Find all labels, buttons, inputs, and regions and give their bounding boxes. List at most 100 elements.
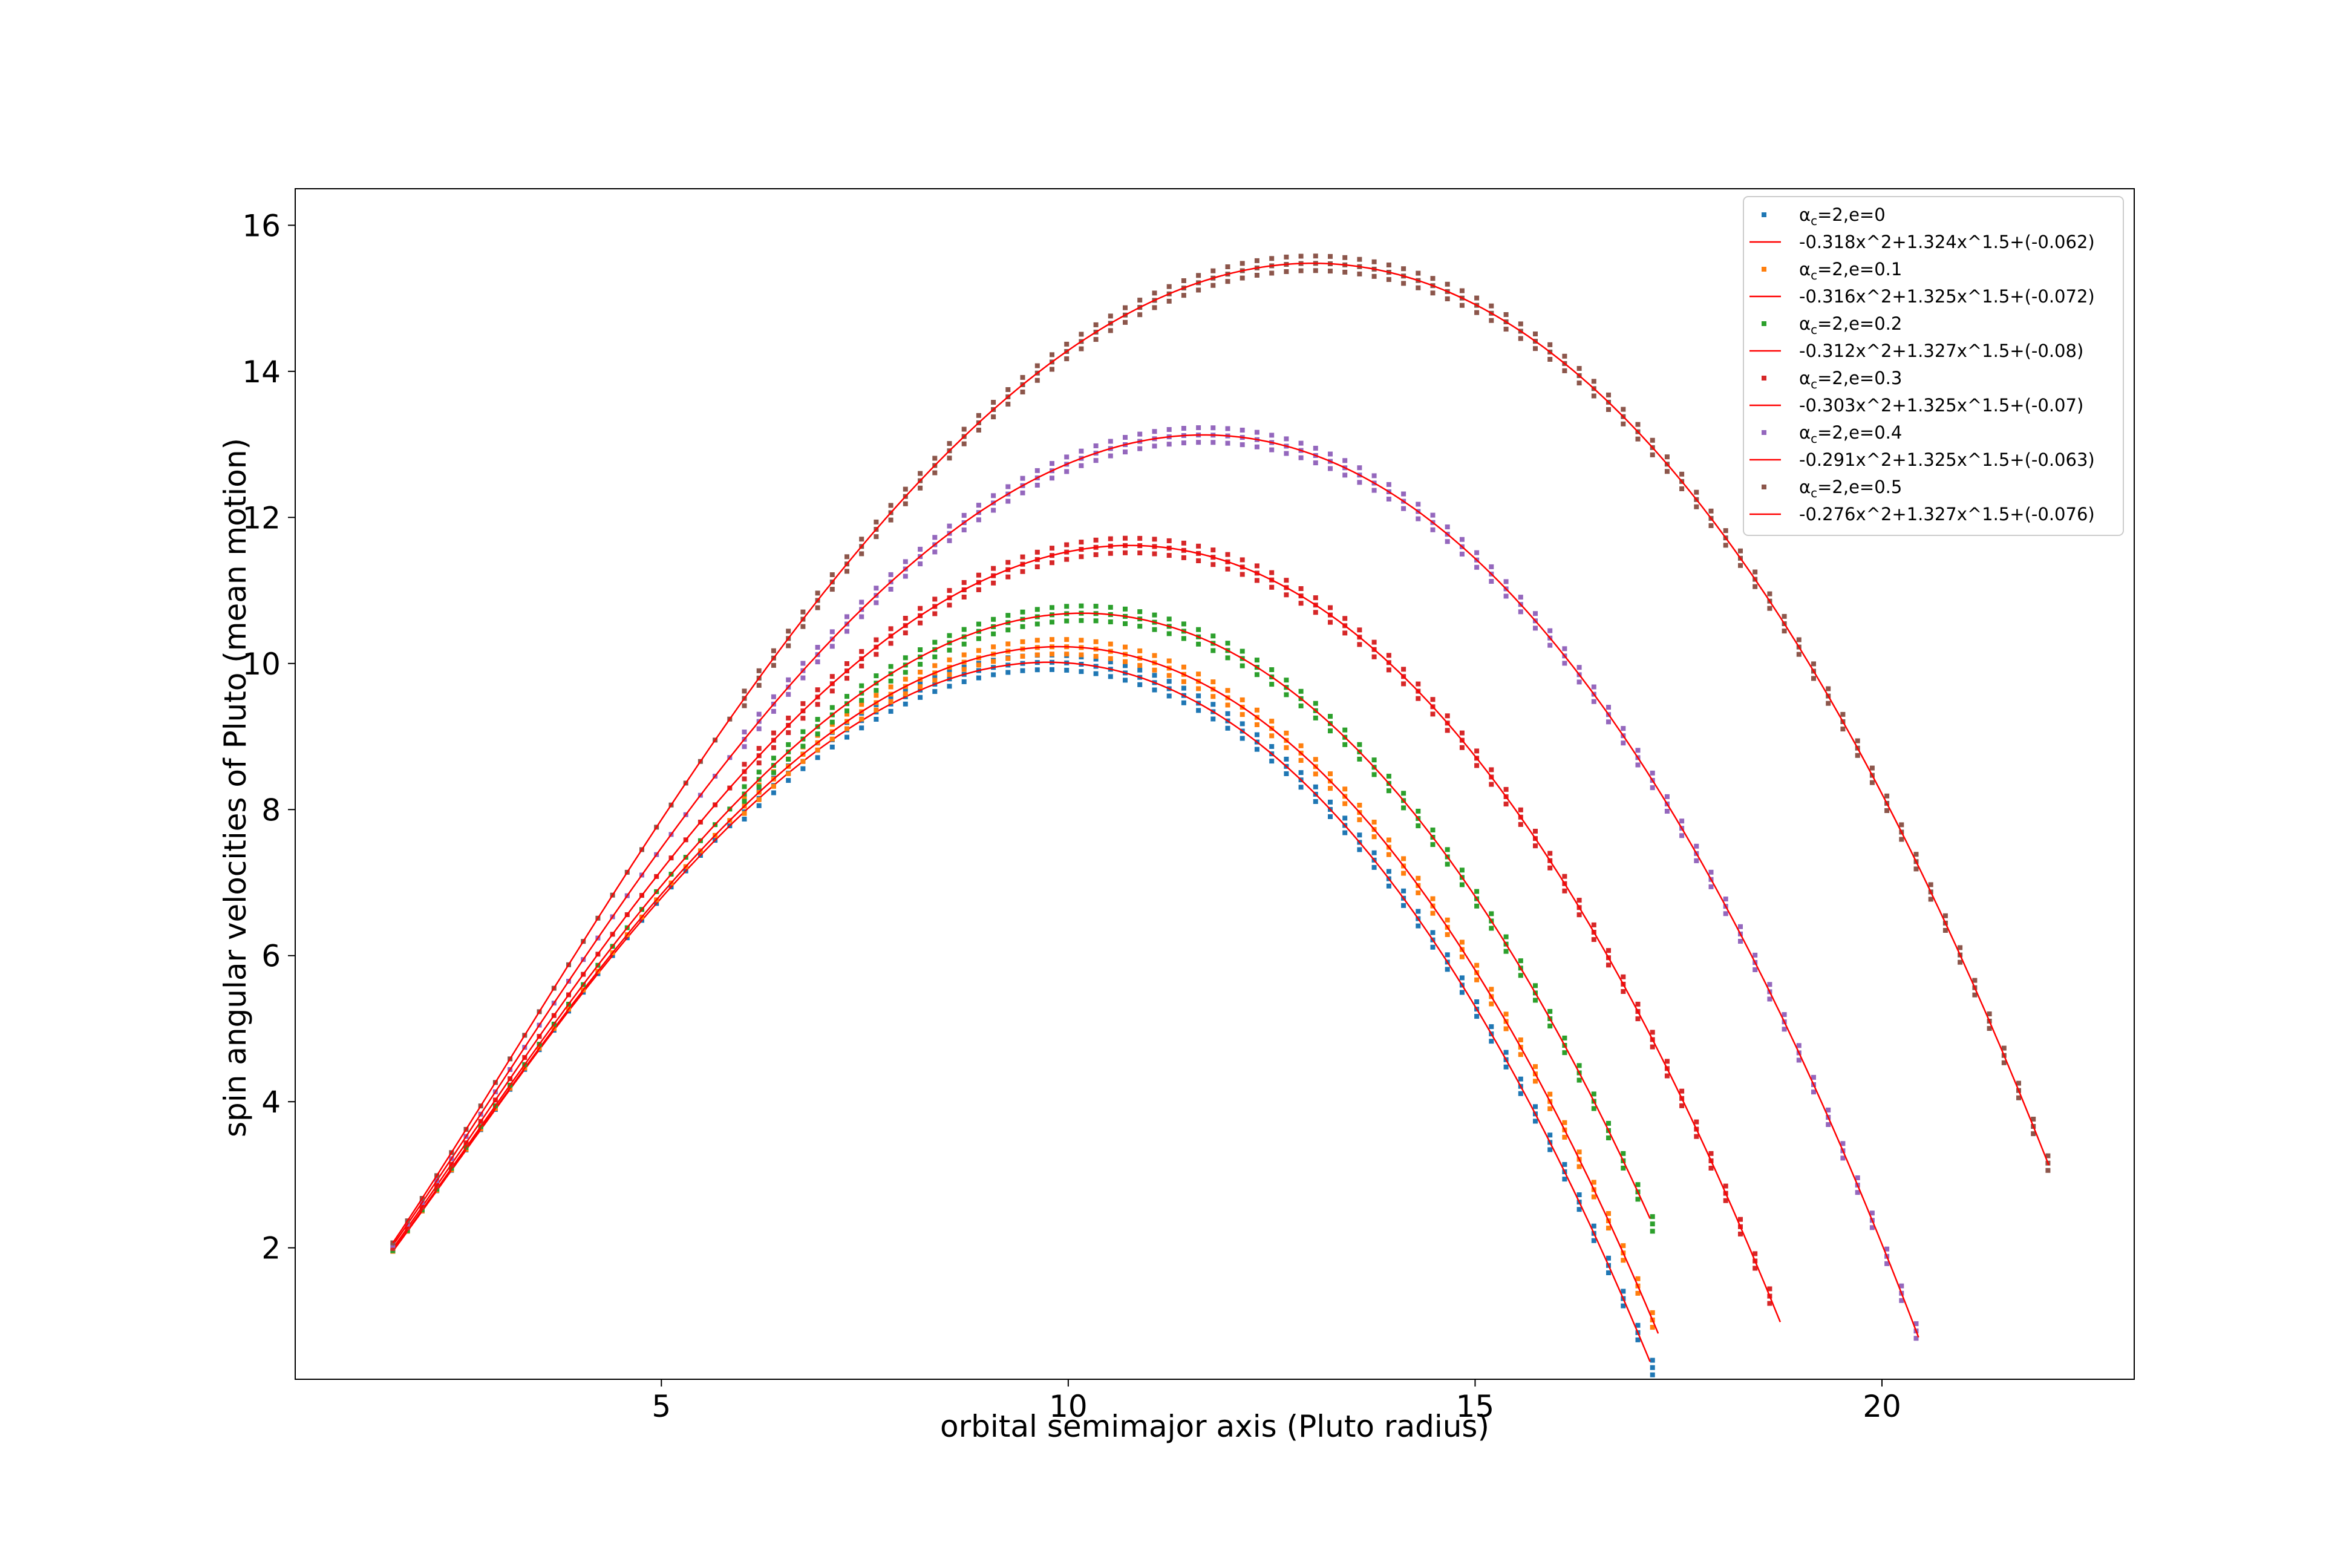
- data-point: [918, 561, 923, 567]
- data-point: [1591, 684, 1596, 690]
- data-point: [1474, 977, 1480, 982]
- data-point: [1533, 983, 1538, 988]
- data-point: [756, 726, 762, 731]
- data-point: [1899, 837, 1904, 842]
- data-point: [786, 691, 791, 697]
- data-point: [1371, 639, 1377, 645]
- data-point: [1694, 1119, 1699, 1125]
- data-point: [1753, 1251, 1758, 1256]
- data-point: [1298, 601, 1304, 606]
- data-point: [1328, 814, 1333, 819]
- data-point: [1635, 748, 1641, 753]
- data-point: [1547, 357, 1553, 362]
- data-point: [1445, 524, 1450, 529]
- data-point: [1621, 740, 1626, 746]
- data-point: [771, 745, 776, 750]
- data-point: [1401, 903, 1406, 908]
- data-point: [1123, 678, 1128, 683]
- data-point: [1489, 1001, 1494, 1007]
- data-point: [1240, 442, 1245, 448]
- data-point: [1503, 312, 1509, 317]
- data-point: [829, 644, 835, 649]
- data-point: [1459, 975, 1465, 981]
- data-point: [1357, 847, 1362, 852]
- data-point: [1606, 1226, 1611, 1231]
- data-point: [1064, 454, 1070, 460]
- data-point: [859, 716, 864, 722]
- data-point: [1254, 444, 1259, 449]
- data-point: [1621, 1303, 1626, 1308]
- data-point: [1269, 733, 1275, 739]
- data-point: [1723, 911, 1728, 916]
- data-point: [1635, 436, 1641, 442]
- data-point: [1606, 962, 1611, 968]
- data-point: [903, 559, 908, 564]
- data-point: [1152, 673, 1157, 678]
- data-point: [1562, 874, 1567, 879]
- data-point: [1913, 1321, 1919, 1327]
- data-point: [1518, 1091, 1523, 1096]
- data-point: [1371, 473, 1377, 479]
- data-point: [1401, 281, 1406, 286]
- data-point: [1196, 686, 1201, 691]
- data-point: [1298, 268, 1304, 273]
- data-point: [932, 611, 938, 616]
- data-point: [1679, 1103, 1685, 1108]
- data-point: [976, 428, 981, 433]
- data-point: [1840, 1141, 1846, 1146]
- data-point: [1225, 566, 1230, 572]
- data-point: [1503, 1050, 1509, 1055]
- data-point: [771, 694, 776, 699]
- data-point: [1313, 445, 1318, 451]
- data-point: [1576, 912, 1582, 918]
- data-point: [1459, 867, 1465, 873]
- legend-fit-label: -0.291x^2+1.325x^1.5+(-0.063): [1799, 449, 2095, 470]
- data-point: [903, 676, 908, 682]
- data-point: [1562, 1177, 1567, 1182]
- data-point: [1342, 616, 1348, 621]
- data-point: [800, 716, 806, 721]
- data-point: [1430, 697, 1436, 702]
- data-point: [1328, 466, 1333, 471]
- data-point: [874, 693, 879, 698]
- data-point: [1225, 552, 1230, 557]
- data-point: [1416, 516, 1421, 521]
- data-point: [1899, 1298, 1904, 1303]
- data-point: [1210, 425, 1216, 431]
- data-point: [1108, 656, 1113, 661]
- data-point: [756, 803, 762, 808]
- data-point: [1240, 648, 1245, 654]
- data-point: [1357, 642, 1362, 647]
- data-point: [1137, 682, 1143, 687]
- data-point: [1269, 682, 1275, 687]
- data-point: [1869, 1225, 1875, 1230]
- data-point: [1474, 310, 1480, 315]
- data-point: [815, 755, 820, 760]
- data-point: [1884, 793, 1890, 799]
- data-point: [1664, 1059, 1670, 1064]
- data-point: [918, 606, 923, 611]
- data-point: [1225, 702, 1230, 708]
- data-point: [1079, 448, 1084, 454]
- data-point: [1650, 452, 1655, 457]
- data-point: [1840, 1155, 1846, 1161]
- data-point: [1152, 429, 1157, 434]
- data-point: [1738, 939, 1743, 944]
- data-point: [742, 796, 747, 802]
- data-point: [1313, 771, 1318, 777]
- data-point: [1342, 786, 1348, 792]
- data-point: [1328, 253, 1333, 259]
- data-point: [991, 493, 996, 498]
- data-point: [1474, 295, 1480, 301]
- data-point: [1342, 801, 1348, 806]
- data-point: [771, 790, 776, 795]
- data-point: [859, 599, 864, 605]
- data-point: [1166, 658, 1172, 664]
- data-point: [1342, 630, 1348, 636]
- data-point: [1401, 266, 1406, 272]
- data-point: [1079, 332, 1084, 337]
- data-point: [1562, 1035, 1567, 1040]
- data-point: [918, 680, 923, 685]
- data-point: [1386, 482, 1391, 487]
- data-point: [1474, 999, 1480, 1004]
